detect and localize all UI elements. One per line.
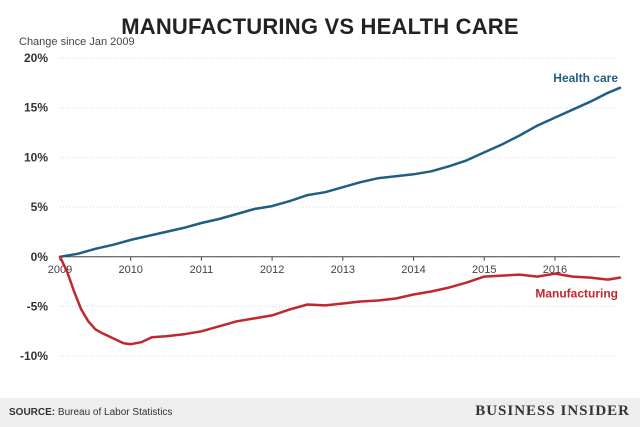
source-text: Bureau of Labor Statistics [55, 407, 173, 418]
y-tick-label: 5% [31, 200, 49, 214]
y-tick-label: 15% [24, 101, 48, 115]
x-tick-label: 2016 [543, 264, 567, 276]
x-tick-label: 2012 [260, 264, 284, 276]
x-tick-label: 2014 [401, 264, 425, 276]
x-tick-label: 2011 [190, 264, 214, 276]
y-axis-note: Change since Jan 2009 [19, 36, 135, 48]
y-tick-label: -5% [27, 299, 49, 313]
series-label-health-care: Health care [553, 71, 618, 85]
footer-bar: SOURCE: Bureau of Labor Statistics BUSIN… [0, 398, 640, 427]
y-tick-label: 0% [31, 250, 49, 264]
x-tick-label: 2010 [118, 264, 142, 276]
y-tick-label: 20% [24, 51, 48, 65]
x-tick-label: 2015 [472, 264, 496, 276]
source-note: SOURCE: Bureau of Labor Statistics [9, 407, 172, 418]
chart-title: MANUFACTURING VS HEALTH CARE [121, 14, 519, 39]
y-tick-label: 10% [24, 150, 48, 164]
line-chart: 20%15%10%5%0%-5%-10%2009 2010 2011 2012 2013… [20, 51, 622, 363]
source-label: SOURCE: [9, 407, 56, 418]
series-line-manufacturing [58, 255, 622, 346]
brand-logo: BUSINESS INSIDER [475, 403, 630, 419]
y-tick-label: -10% [20, 349, 48, 363]
series-label-manufacturing: Manufacturing [535, 287, 618, 301]
series-line-health-care [58, 86, 622, 259]
x-tick-label: 2013 [331, 264, 355, 276]
